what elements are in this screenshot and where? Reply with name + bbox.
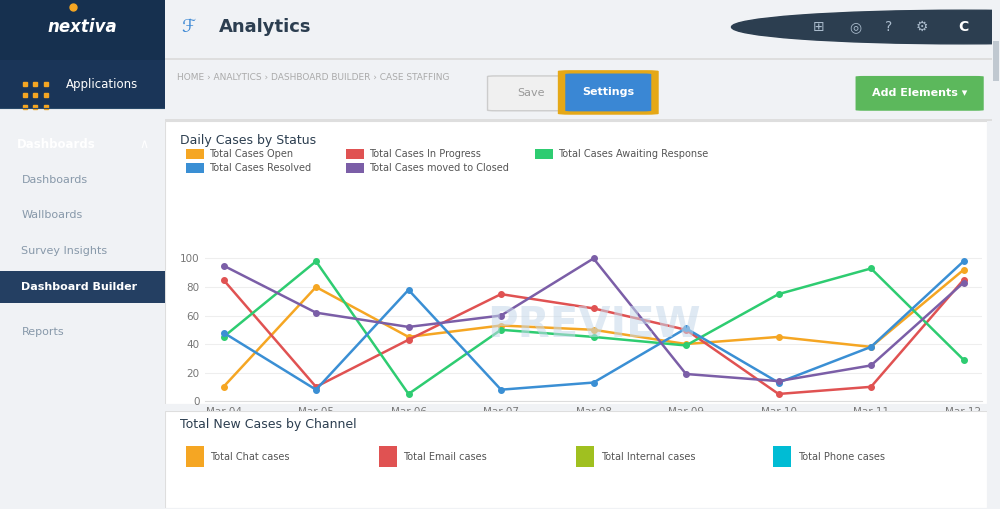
Text: Total Cases Resolved: Total Cases Resolved [209,163,311,173]
Text: C: C [958,20,968,34]
Bar [186,149,204,159]
Text: ◎: ◎ [849,20,862,34]
Text: nextiva: nextiva [48,18,117,36]
Bar [535,149,553,159]
Text: Dashboards: Dashboards [21,175,88,185]
Text: Wallboards: Wallboards [21,210,83,220]
Text: Survey Insights: Survey Insights [21,246,108,256]
Text: Total Internal cases: Total Internal cases [601,451,695,462]
Text: Settings: Settings [582,88,634,97]
Text: HOME › ANALYTICS › DASHBOARD BUILDER › CASE STAFFING: HOME › ANALYTICS › DASHBOARD BUILDER › C… [177,73,450,81]
Text: Total Cases In Progress: Total Cases In Progress [369,149,481,159]
Text: Total New Cases by Channel: Total New Cases by Channel [180,418,356,431]
FancyBboxPatch shape [856,76,984,111]
Text: ⚙: ⚙ [915,20,928,34]
Text: Total Phone cases: Total Phone cases [798,451,885,462]
Bar [0,0,165,60]
Bar [379,446,397,467]
FancyBboxPatch shape [165,411,987,508]
Text: Total Chat cases: Total Chat cases [210,451,290,462]
Text: Total Cases Open: Total Cases Open [209,149,293,159]
FancyBboxPatch shape [558,70,659,115]
Bar [993,41,999,81]
FancyBboxPatch shape [165,121,987,404]
Bar [346,163,364,174]
Bar [0,271,165,303]
Text: Dashboard Builder: Dashboard Builder [21,281,138,292]
Text: Applications: Applications [66,78,138,91]
Text: Reports: Reports [21,327,64,337]
Text: Daily Cases by Status: Daily Cases by Status [180,134,316,147]
Bar [165,58,992,60]
Bar [346,149,364,159]
FancyBboxPatch shape [488,76,574,111]
Text: ⊞: ⊞ [813,20,824,34]
Bar [576,446,594,467]
Text: ?: ? [885,20,892,34]
Circle shape [731,10,1000,44]
Text: ℱ: ℱ [182,18,196,36]
Text: Total Cases moved to Closed: Total Cases moved to Closed [369,163,509,173]
Text: Add Elements ▾: Add Elements ▾ [872,89,967,98]
Bar [165,119,992,121]
Bar [186,163,204,174]
FancyBboxPatch shape [565,73,651,111]
Bar [0,60,165,108]
Text: ∧: ∧ [139,137,148,151]
Text: Save: Save [517,89,545,98]
Text: Total Cases Awaiting Response: Total Cases Awaiting Response [558,149,708,159]
Text: PREVIEW: PREVIEW [487,304,700,346]
Text: Total Email cases: Total Email cases [403,451,487,462]
Text: Analytics: Analytics [219,18,311,36]
Bar [773,446,791,467]
Bar [186,446,204,467]
Text: Dashboards: Dashboards [16,137,95,151]
